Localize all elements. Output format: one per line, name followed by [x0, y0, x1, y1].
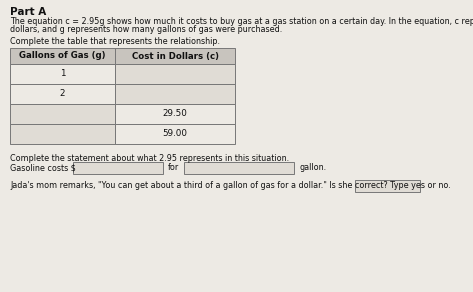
Text: Complete the statement about what 2.95 represents in this situation.: Complete the statement about what 2.95 r… [10, 154, 289, 163]
Bar [184, 162, 294, 174]
Text: 29.50: 29.50 [163, 110, 187, 119]
Text: Part A: Part A [10, 7, 46, 17]
Text: Complete the table that represents the relationship.: Complete the table that represents the r… [10, 37, 220, 46]
Text: 59.00: 59.00 [163, 129, 187, 138]
Text: Cost in Dollars (c): Cost in Dollars (c) [131, 51, 219, 60]
Bar [115, 64, 235, 84]
Text: 2: 2 [60, 90, 65, 98]
Bar [10, 48, 115, 64]
Text: Gallons of Gas (g): Gallons of Gas (g) [19, 51, 106, 60]
Text: dollars, and g represents how many gallons of gas were purchased.: dollars, and g represents how many gallo… [10, 25, 282, 34]
Text: gallon.: gallon. [299, 164, 326, 173]
Bar [10, 84, 115, 104]
Bar [115, 104, 235, 124]
Bar [115, 48, 235, 64]
Bar [355, 180, 420, 192]
Text: Jada's mom remarks, "You can get about a third of a gallon of gas for a dollar.": Jada's mom remarks, "You can get about a… [10, 182, 451, 190]
Bar [115, 84, 235, 104]
Bar [10, 64, 115, 84]
Text: for: for [168, 164, 179, 173]
Text: The equation c = 2.95g shows how much it costs to buy gas at a gas station on a : The equation c = 2.95g shows how much it… [10, 17, 473, 26]
Bar [115, 124, 235, 144]
Text: 1: 1 [60, 69, 65, 79]
Bar [10, 104, 115, 124]
Text: Gasoline costs $: Gasoline costs $ [10, 164, 76, 173]
Bar [73, 162, 163, 174]
Bar [10, 124, 115, 144]
